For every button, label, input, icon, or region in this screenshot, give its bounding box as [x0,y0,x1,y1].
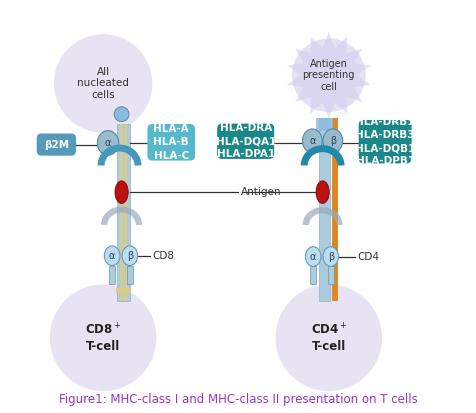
FancyBboxPatch shape [147,124,195,161]
Text: α: α [308,136,315,146]
Bar [109,266,115,285]
Text: β2M: β2M [44,140,69,150]
Ellipse shape [122,246,137,266]
FancyBboxPatch shape [217,123,274,159]
Text: Antigen: Antigen [240,187,280,197]
Text: α: α [309,252,316,261]
Text: CD4: CD4 [357,252,379,261]
Ellipse shape [104,246,119,266]
Circle shape [291,38,365,112]
Text: α: α [109,251,115,261]
Text: CD8: CD8 [152,251,174,261]
Bar [127,266,132,285]
Circle shape [50,285,156,391]
Ellipse shape [115,181,128,204]
Text: Antigen
presenting
cell: Antigen presenting cell [302,59,354,92]
Text: HLA-DRA
HLA-DQA1
HLA-DPA1: HLA-DRA HLA-DQA1 HLA-DPA1 [215,123,275,159]
Bar [116,288,131,293]
Ellipse shape [97,131,119,155]
Bar [310,266,316,285]
Text: β: β [127,251,133,261]
Text: β: β [327,252,333,261]
Ellipse shape [302,129,321,153]
FancyBboxPatch shape [358,120,411,164]
Text: CD4$^+$
T-cell: CD4$^+$ T-cell [310,323,346,353]
Circle shape [54,34,152,133]
Ellipse shape [322,129,342,153]
Ellipse shape [316,181,328,204]
Text: HLA-A
HLA-B
HLA-C: HLA-A HLA-B HLA-C [153,124,188,161]
Bar [124,124,127,301]
Bar [117,124,130,301]
Text: β: β [329,136,335,146]
Bar [327,266,333,285]
Bar [318,118,330,301]
Bar [331,118,337,301]
Text: CD8$^+$
T-cell: CD8$^+$ T-cell [85,323,121,353]
FancyBboxPatch shape [37,133,76,156]
Circle shape [114,107,129,121]
Text: Figure1: MHC-class I and MHC-class II presentation on T cells: Figure1: MHC-class I and MHC-class II pr… [59,393,417,406]
Ellipse shape [305,247,320,266]
Bar [316,118,332,131]
Polygon shape [286,32,370,118]
Text: α: α [105,138,111,148]
Text: HLA-DRB1
HLA-DRB3
HLA-DQB1
HLA-DPB1: HLA-DRB1 HLA-DRB3 HLA-DQB1 HLA-DPB1 [354,117,415,166]
Text: All
nucleated
cells: All nucleated cells [77,67,129,100]
Ellipse shape [322,247,338,266]
Bar [120,124,123,301]
Circle shape [275,285,381,391]
